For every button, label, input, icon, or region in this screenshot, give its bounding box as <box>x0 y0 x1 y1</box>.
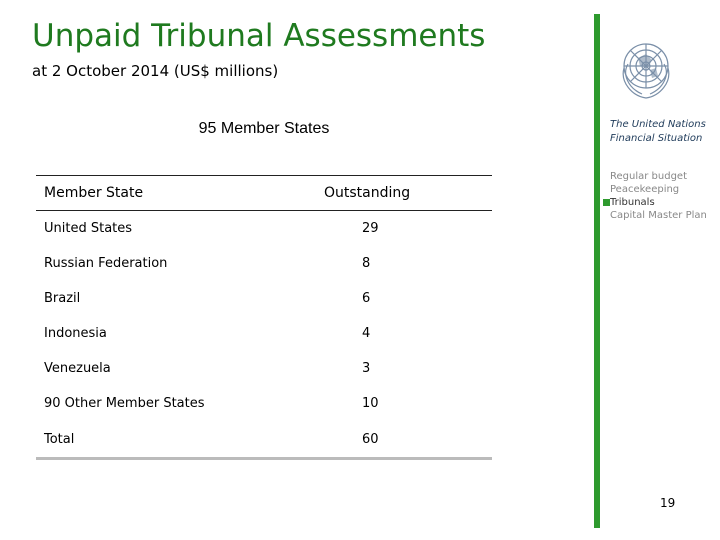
un-emblem-icon <box>612 34 680 102</box>
sidebar-item-label: Capital Master Plan <box>610 210 707 221</box>
member-state-cell: 90 Other Member States <box>44 396 205 411</box>
outstanding-cell: 3 <box>362 361 371 376</box>
outstanding-cell: 29 <box>362 221 379 236</box>
outstanding-cell: 6 <box>362 291 371 306</box>
table-heading: 95 Member States <box>198 120 330 137</box>
page-subtitle: at 2 October 2014 (US$ millions) <box>32 62 279 80</box>
sidebar-item-regular-budget[interactable]: Regular budget <box>603 170 707 183</box>
column-header-member-state: Member State <box>44 185 144 201</box>
table-row: United States 29 <box>36 211 492 246</box>
sidebar-nav: Regular budget Peacekeeping Tribunals Ca… <box>603 170 707 222</box>
table-total-row: Total 60 <box>36 421 492 460</box>
sidebar-item-label: Regular budget <box>610 171 687 182</box>
sidebar-title-line: The United Nations <box>610 119 706 130</box>
table-row: Indonesia 4 <box>36 316 492 351</box>
bullet-icon <box>603 199 610 206</box>
page-number: 19 <box>660 496 676 510</box>
table-row: Brazil 6 <box>36 281 492 316</box>
sidebar-item-label: Tribunals <box>610 197 655 208</box>
sidebar-item-tribunals[interactable]: Tribunals <box>603 196 707 209</box>
total-value: 60 <box>362 431 379 447</box>
page-title: Unpaid Tribunal Assessments <box>32 18 486 54</box>
table-header-row: Member State Outstanding <box>36 175 492 211</box>
total-label: Total <box>44 431 75 447</box>
sidebar-item-label: Peacekeeping <box>610 184 680 195</box>
column-header-outstanding: Outstanding <box>324 185 411 201</box>
table-row: 90 Other Member States 10 <box>36 386 492 421</box>
sidebar-item-peacekeeping[interactable]: Peacekeeping <box>603 183 707 196</box>
sidebar-divider <box>594 14 600 528</box>
sidebar-title: The United Nations Financial Situation <box>610 118 706 146</box>
member-state-cell: Indonesia <box>44 326 107 341</box>
assessments-table: Member State Outstanding United States 2… <box>36 175 492 460</box>
sidebar-item-capital-master-plan[interactable]: Capital Master Plan <box>603 209 707 222</box>
outstanding-cell: 4 <box>362 326 371 341</box>
table-row: Russian Federation 8 <box>36 246 492 281</box>
member-state-cell: Venezuela <box>44 361 111 376</box>
table-row: Venezuela 3 <box>36 351 492 386</box>
member-state-cell: United States <box>44 221 133 236</box>
outstanding-cell: 8 <box>362 256 371 271</box>
member-state-cell: Brazil <box>44 291 81 306</box>
member-state-cell: Russian Federation <box>44 256 168 271</box>
sidebar-title-line: Financial Situation <box>610 133 703 144</box>
outstanding-cell: 10 <box>362 396 379 411</box>
